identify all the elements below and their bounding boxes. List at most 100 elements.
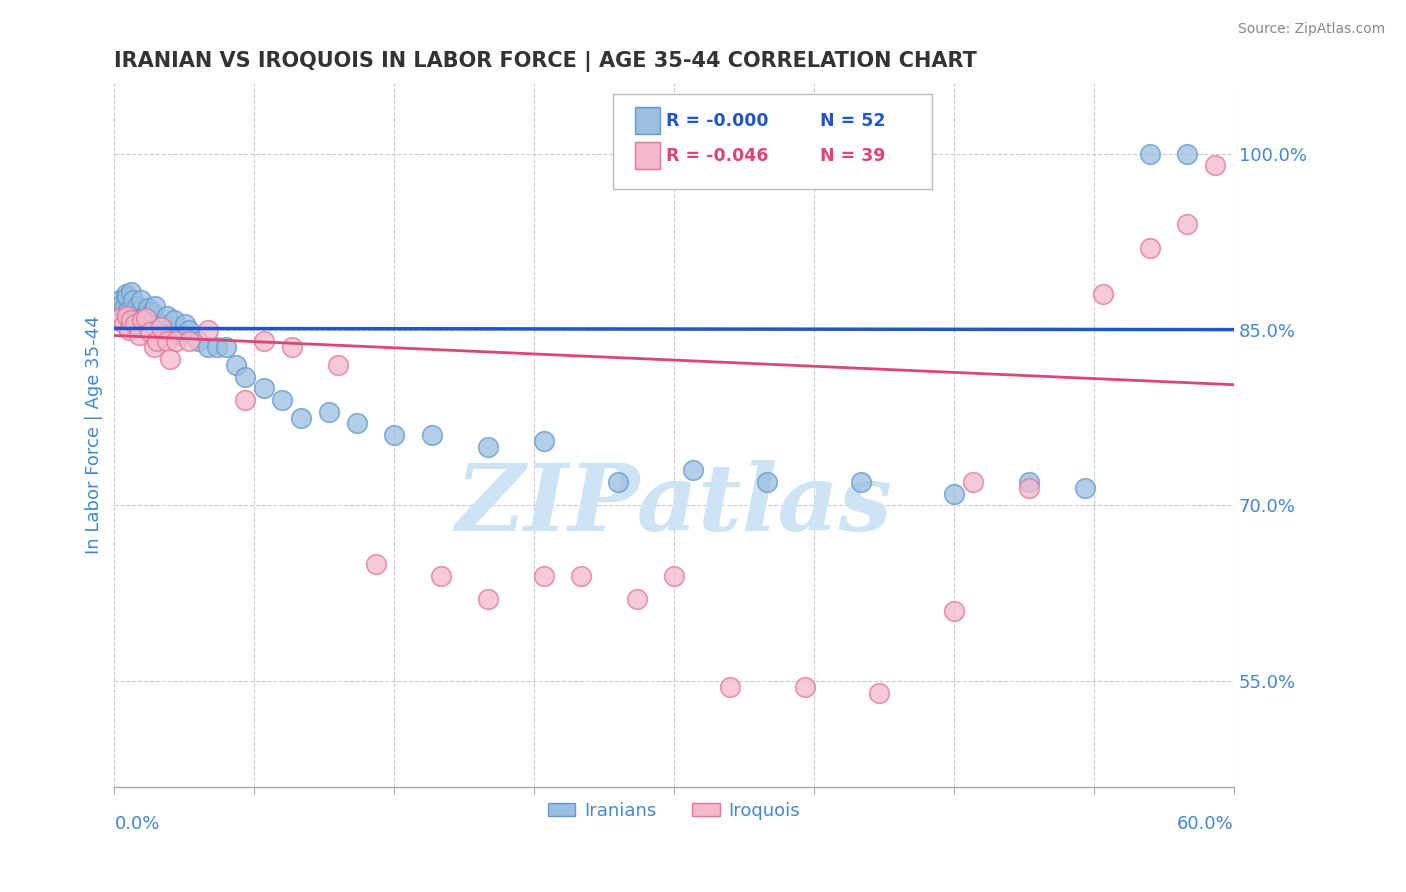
- Point: [134, 313, 156, 327]
- Point: [1018, 475, 1040, 489]
- Point: [756, 475, 779, 489]
- Point: [156, 309, 179, 323]
- Point: [112, 317, 135, 331]
- Point: [108, 293, 131, 308]
- Point: [124, 317, 146, 331]
- Text: N = 39: N = 39: [820, 147, 884, 165]
- Point: [1139, 146, 1161, 161]
- Point: [271, 392, 294, 407]
- Point: [159, 351, 181, 366]
- Point: [849, 475, 872, 489]
- Point: [364, 557, 387, 571]
- Point: [142, 340, 165, 354]
- Point: [1073, 481, 1095, 495]
- Point: [122, 310, 145, 325]
- Text: N = 52: N = 52: [820, 112, 886, 129]
- Point: [146, 334, 169, 349]
- Text: IRANIAN VS IROQUOIS IN LABOR FORCE | AGE 35-44 CORRELATION CHART: IRANIAN VS IROQUOIS IN LABOR FORCE | AGE…: [114, 51, 977, 71]
- Point: [139, 325, 162, 339]
- Point: [290, 410, 312, 425]
- Point: [187, 334, 209, 349]
- Point: [128, 305, 150, 319]
- Text: 60.0%: 60.0%: [1177, 815, 1234, 833]
- Point: [118, 313, 141, 327]
- Point: [117, 305, 139, 319]
- Point: [533, 434, 555, 448]
- Text: ZIPatlas: ZIPatlas: [456, 460, 893, 550]
- Point: [120, 313, 142, 327]
- Point: [145, 299, 167, 313]
- Point: [117, 309, 139, 323]
- Point: [177, 334, 200, 349]
- Point: [346, 417, 368, 431]
- Point: [174, 317, 197, 331]
- Point: [682, 463, 704, 477]
- Point: [165, 334, 187, 349]
- Point: [128, 328, 150, 343]
- Point: [225, 358, 247, 372]
- Point: [118, 323, 141, 337]
- Point: [1204, 158, 1226, 172]
- Point: [120, 285, 142, 299]
- Point: [430, 569, 453, 583]
- Point: [569, 569, 592, 583]
- Point: [607, 475, 630, 489]
- Bar: [636, 143, 659, 169]
- Point: [141, 305, 163, 319]
- Point: [114, 287, 136, 301]
- Bar: [636, 107, 659, 134]
- Text: R = -0.046: R = -0.046: [666, 147, 769, 165]
- Point: [793, 680, 815, 694]
- Point: [150, 317, 173, 331]
- Text: 0.0%: 0.0%: [114, 815, 160, 833]
- Text: Source: ZipAtlas.com: Source: ZipAtlas.com: [1237, 22, 1385, 37]
- Point: [1175, 217, 1198, 231]
- Point: [942, 487, 965, 501]
- FancyBboxPatch shape: [613, 94, 932, 189]
- Point: [477, 440, 499, 454]
- Point: [135, 309, 157, 323]
- Point: [197, 323, 219, 337]
- Point: [868, 686, 890, 700]
- Point: [163, 313, 186, 327]
- Point: [662, 569, 685, 583]
- Point: [136, 301, 159, 316]
- Point: [328, 358, 350, 372]
- Point: [159, 325, 181, 339]
- Point: [108, 310, 131, 325]
- Point: [420, 428, 443, 442]
- Point: [1139, 240, 1161, 254]
- Legend: Iranians, Iroquois: Iranians, Iroquois: [541, 795, 807, 827]
- Point: [718, 680, 741, 694]
- Point: [107, 299, 129, 313]
- Point: [117, 290, 139, 304]
- Point: [318, 405, 340, 419]
- Point: [477, 592, 499, 607]
- Point: [150, 320, 173, 334]
- Point: [131, 310, 153, 325]
- Point: [129, 293, 152, 308]
- Point: [233, 392, 256, 407]
- Point: [125, 299, 148, 313]
- Point: [626, 592, 648, 607]
- Point: [1175, 146, 1198, 161]
- Point: [111, 297, 134, 311]
- Point: [131, 313, 153, 327]
- Point: [135, 310, 157, 325]
- Point: [169, 328, 191, 343]
- Point: [215, 340, 238, 354]
- Point: [124, 317, 146, 331]
- Point: [233, 369, 256, 384]
- Point: [112, 301, 135, 316]
- Point: [1018, 481, 1040, 495]
- Y-axis label: In Labor Force | Age 35-44: In Labor Force | Age 35-44: [86, 316, 103, 555]
- Point: [177, 323, 200, 337]
- Point: [156, 334, 179, 349]
- Text: R = -0.000: R = -0.000: [666, 112, 769, 129]
- Point: [533, 569, 555, 583]
- Point: [205, 340, 228, 354]
- Point: [382, 428, 405, 442]
- Point: [280, 340, 302, 354]
- Point: [197, 340, 219, 354]
- Point: [253, 381, 276, 395]
